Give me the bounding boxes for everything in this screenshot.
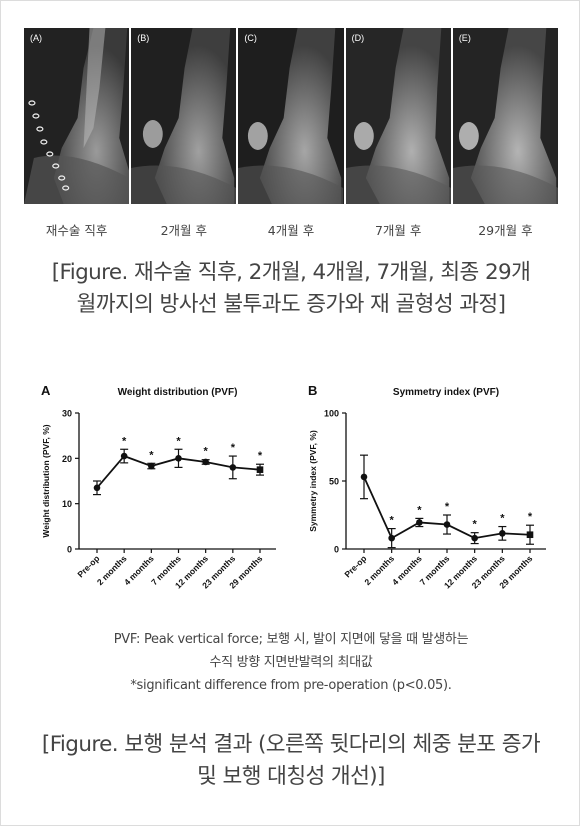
xray-panel-tag: (D) [351, 33, 365, 43]
significance-marker: * [176, 435, 181, 447]
data-point [120, 452, 128, 460]
x-tick-label: Pre-op [342, 553, 368, 579]
xray-panel-e: (E) [452, 28, 559, 204]
y-tick-label: 100 [324, 409, 339, 419]
xray-panel-tag: (E) [458, 33, 471, 43]
significance-marker: * [204, 446, 209, 458]
y-tick-label: 10 [62, 499, 72, 509]
chart-title: Weight distribution (PVF) [118, 387, 238, 398]
data-point [229, 464, 237, 471]
gait-analysis-charts: A Weight distribution (PVF) 0 10 20 30 Weight … [31, 373, 551, 608]
y-axis-label: Weight distribution (PVF, %) [41, 424, 51, 537]
data-point [175, 455, 182, 462]
xray-caption: 2개월 후 [160, 223, 208, 238]
significance-marker: * [258, 450, 263, 462]
data-point [499, 530, 506, 537]
data-point [443, 521, 451, 528]
data-point [416, 519, 423, 526]
y-tick-label: 0 [67, 545, 72, 555]
significance-marker: * [149, 449, 154, 461]
significance-marker: * [417, 504, 422, 516]
y-tick-label: 30 [62, 409, 72, 419]
data-point [148, 462, 155, 470]
chart-panel-label: B [308, 383, 317, 398]
figure1-caption: [Figure. 재수술 직후, 2개월, 4개월, 7개월, 최종 29개 월… [1, 257, 580, 321]
xray-panel-tag: (B) [137, 33, 150, 43]
data-point [93, 484, 101, 492]
xray-caption: 재수술 직후 [45, 223, 108, 238]
significance-marker: * [445, 501, 450, 513]
chart-title: Symmetry index (PVF) [393, 387, 499, 398]
xray-caption: 4개월 후 [267, 223, 315, 238]
y-tick-label: 20 [62, 454, 72, 464]
significance-marker: * [528, 511, 533, 523]
xray-panel-b: (B) [131, 28, 237, 204]
figure1-caption-line1: [Figure. 재수술 직후, 2개월, 4개월, 7개월, 최종 29개 [51, 260, 531, 285]
data-point [388, 534, 395, 542]
notes-line2: 수직 방향 지면반발력의 최대값 [209, 655, 373, 670]
data-point [202, 458, 209, 466]
chart-notes: PVF: Peak vertical force; 보행 시, 발이 지면에 닿… [1, 628, 580, 697]
chart-canvas: A Weight distribution (PVF) 0 10 20 30 Weight … [41, 383, 546, 590]
xray-panel-tag: (A) [30, 33, 42, 43]
y-axis-label: Symmetry index (PVF, %) [308, 430, 318, 532]
notes-line1: PVF: Peak vertical force; 보행 시, 발이 지면에 닿… [113, 632, 469, 647]
data-point [360, 473, 368, 481]
figure1-caption-line2: 월까지의 방사선 불투과도 증가와 재 골형성 과정] [76, 292, 506, 317]
significance-marker: * [390, 515, 395, 527]
y-tick-label: 50 [329, 477, 339, 487]
xray-caption: 7개월 후 [374, 223, 422, 238]
y-tick-label: 0 [334, 545, 339, 555]
xray-caption: 29개월 후 [478, 223, 533, 238]
notes-line3: *significant difference from pre‐operati… [130, 678, 452, 693]
xray-captions: 재수술 직후 2개월 후 4개월 후 7개월 후 29개월 후 [24, 220, 558, 239]
x-tick-label: Pre-op [75, 553, 101, 579]
significance-marker: * [500, 513, 505, 525]
figure2-caption: [Figure. 보행 분석 결과 (오른쪽 뒷다리의 체중 분포 증가 및 보… [1, 729, 580, 793]
xray-panel-d: (D) [345, 28, 451, 204]
figure2-caption-line1: [Figure. 보행 분석 결과 (오른쪽 뒷다리의 체중 분포 증가 [41, 732, 541, 757]
xray-image-strip: (A) (B) [24, 28, 559, 204]
xray-panel-c: (C) [238, 28, 344, 204]
data-point [526, 531, 534, 539]
data-point [256, 466, 264, 473]
significance-marker: * [231, 442, 236, 454]
significance-marker: * [122, 435, 127, 447]
chart-panel-label: A [41, 383, 51, 398]
figure2-caption-line2: 및 보행 대칭성 개선)] [197, 764, 385, 789]
significance-marker: * [473, 519, 478, 531]
data-point [471, 534, 478, 542]
xray-panel-tag: (C) [244, 33, 257, 43]
xray-panel-a: (A) [24, 28, 130, 204]
